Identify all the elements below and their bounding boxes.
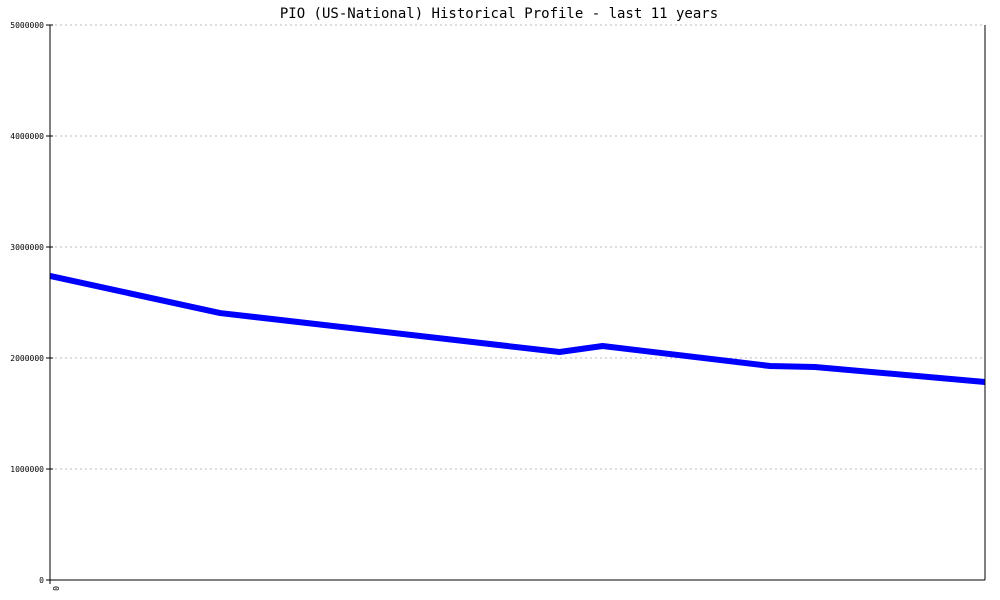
y-tick-label: 0 (39, 576, 44, 585)
series-line (49, 273, 986, 385)
series-lines (49, 273, 986, 385)
y-axis-ticks: 0 1000000 2000000 3000000 4000000 5000000 (10, 21, 53, 585)
y-tick-label: 2000000 (10, 354, 44, 363)
y-tick-label: 4000000 (10, 132, 44, 141)
grid-lines (50, 24, 985, 470)
y-tick-label: 3000000 (10, 243, 44, 252)
y-tick-label: 1000000 (10, 465, 44, 474)
x-tick-label: 0 (51, 586, 60, 591)
y-tick-label: 5000000 (10, 21, 44, 30)
x-axis-ticks: 0 (49, 580, 60, 591)
chart-title: PIO (US-National) Historical Profile - l… (280, 6, 718, 22)
